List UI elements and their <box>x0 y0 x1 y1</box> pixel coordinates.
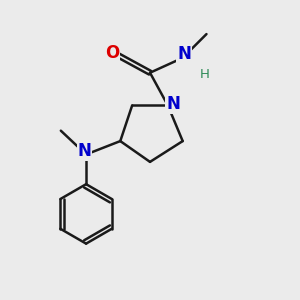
Text: H: H <box>200 68 210 81</box>
Text: O: O <box>105 44 119 62</box>
Text: N: N <box>166 95 180 113</box>
Text: N: N <box>177 45 191 63</box>
Text: N: N <box>78 142 92 160</box>
